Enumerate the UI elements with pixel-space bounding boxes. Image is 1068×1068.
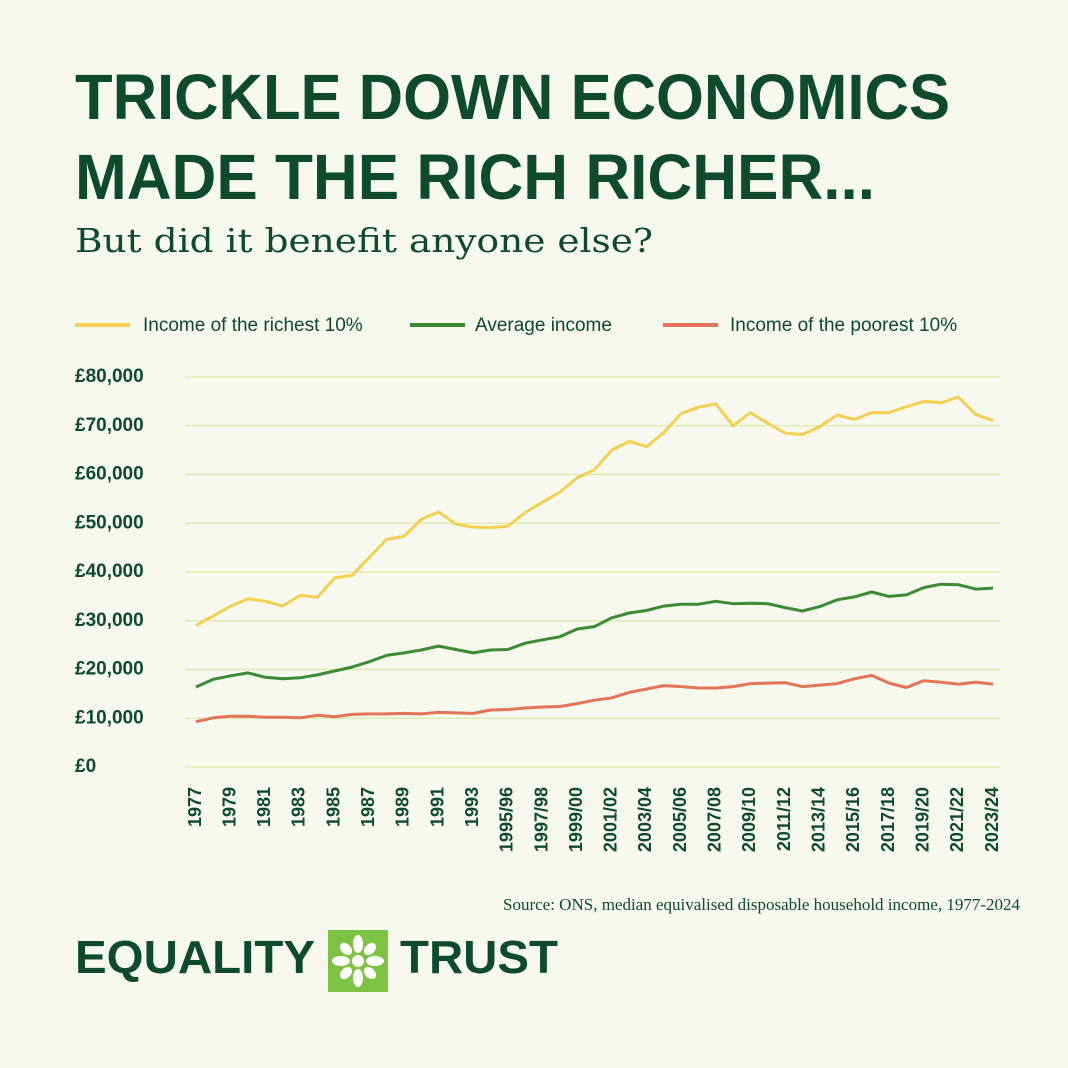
y-tick-label: £60,000	[75, 464, 144, 485]
x-tick-label: 2009/10	[739, 787, 759, 852]
brand-logo	[328, 930, 388, 992]
legend-label: Average income	[475, 315, 612, 336]
legend-label: Income of the richest 10%	[143, 315, 363, 336]
x-tick-label: 1989	[393, 787, 413, 827]
brand-name: EQUALITY	[75, 931, 315, 983]
series-line	[195, 582, 994, 689]
x-tick-label: 2013/14	[808, 787, 828, 852]
x-tick-label: 1981	[254, 787, 274, 827]
x-tick-label: 1993	[462, 787, 482, 827]
x-tick-label: 2003/04	[635, 787, 655, 852]
series-line	[195, 395, 994, 627]
x-tick-label: 1987	[358, 787, 378, 827]
y-tick-label: £0	[75, 756, 96, 777]
source-note: Source: ONS, median equivalised disposab…	[503, 895, 1020, 914]
series-line	[195, 673, 994, 724]
legend-label: Income of the poorest 10%	[730, 315, 957, 336]
logo-flower	[332, 935, 384, 987]
y-tick-label: £80,000	[75, 366, 144, 387]
brand-name: TRUST	[400, 931, 558, 983]
x-tick-label: 2005/06	[670, 787, 690, 852]
x-tick-label: 2017/18	[878, 787, 898, 852]
y-tick-label: £10,000	[75, 707, 144, 728]
x-tick-label: 2019/20	[912, 787, 932, 852]
x-tick-label: 2001/02	[601, 787, 621, 852]
x-tick-label: 1983	[289, 787, 309, 827]
x-tick-label: 2015/16	[843, 787, 863, 852]
chart-subtitle: But did it benefit anyone else?	[75, 221, 653, 260]
x-tick-label: 1985	[323, 787, 343, 827]
y-tick-label: £70,000	[75, 415, 144, 436]
x-tick-label: 2021/22	[947, 787, 967, 852]
x-tick-label: 1979	[219, 787, 239, 827]
x-tick-label: 1991	[427, 787, 447, 827]
x-tick-label: 2011/12	[774, 787, 794, 851]
x-tick-label: 1999/00	[566, 787, 586, 852]
chart-title: TRICKLE DOWN ECONOMICS	[75, 61, 950, 133]
x-tick-label: 1995/96	[497, 787, 517, 852]
y-tick-label: £40,000	[75, 561, 144, 582]
x-tick-label: 1977	[185, 787, 205, 827]
y-tick-label: £50,000	[75, 512, 144, 533]
x-tick-label: 1997/98	[531, 787, 551, 852]
x-tick-label: 2023/24	[982, 787, 1002, 852]
chart-title: MADE THE RICH RICHER...	[75, 141, 875, 213]
x-tick-label: 2007/08	[705, 787, 725, 852]
y-tick-label: £20,000	[75, 659, 144, 680]
y-tick-label: £30,000	[75, 610, 144, 631]
